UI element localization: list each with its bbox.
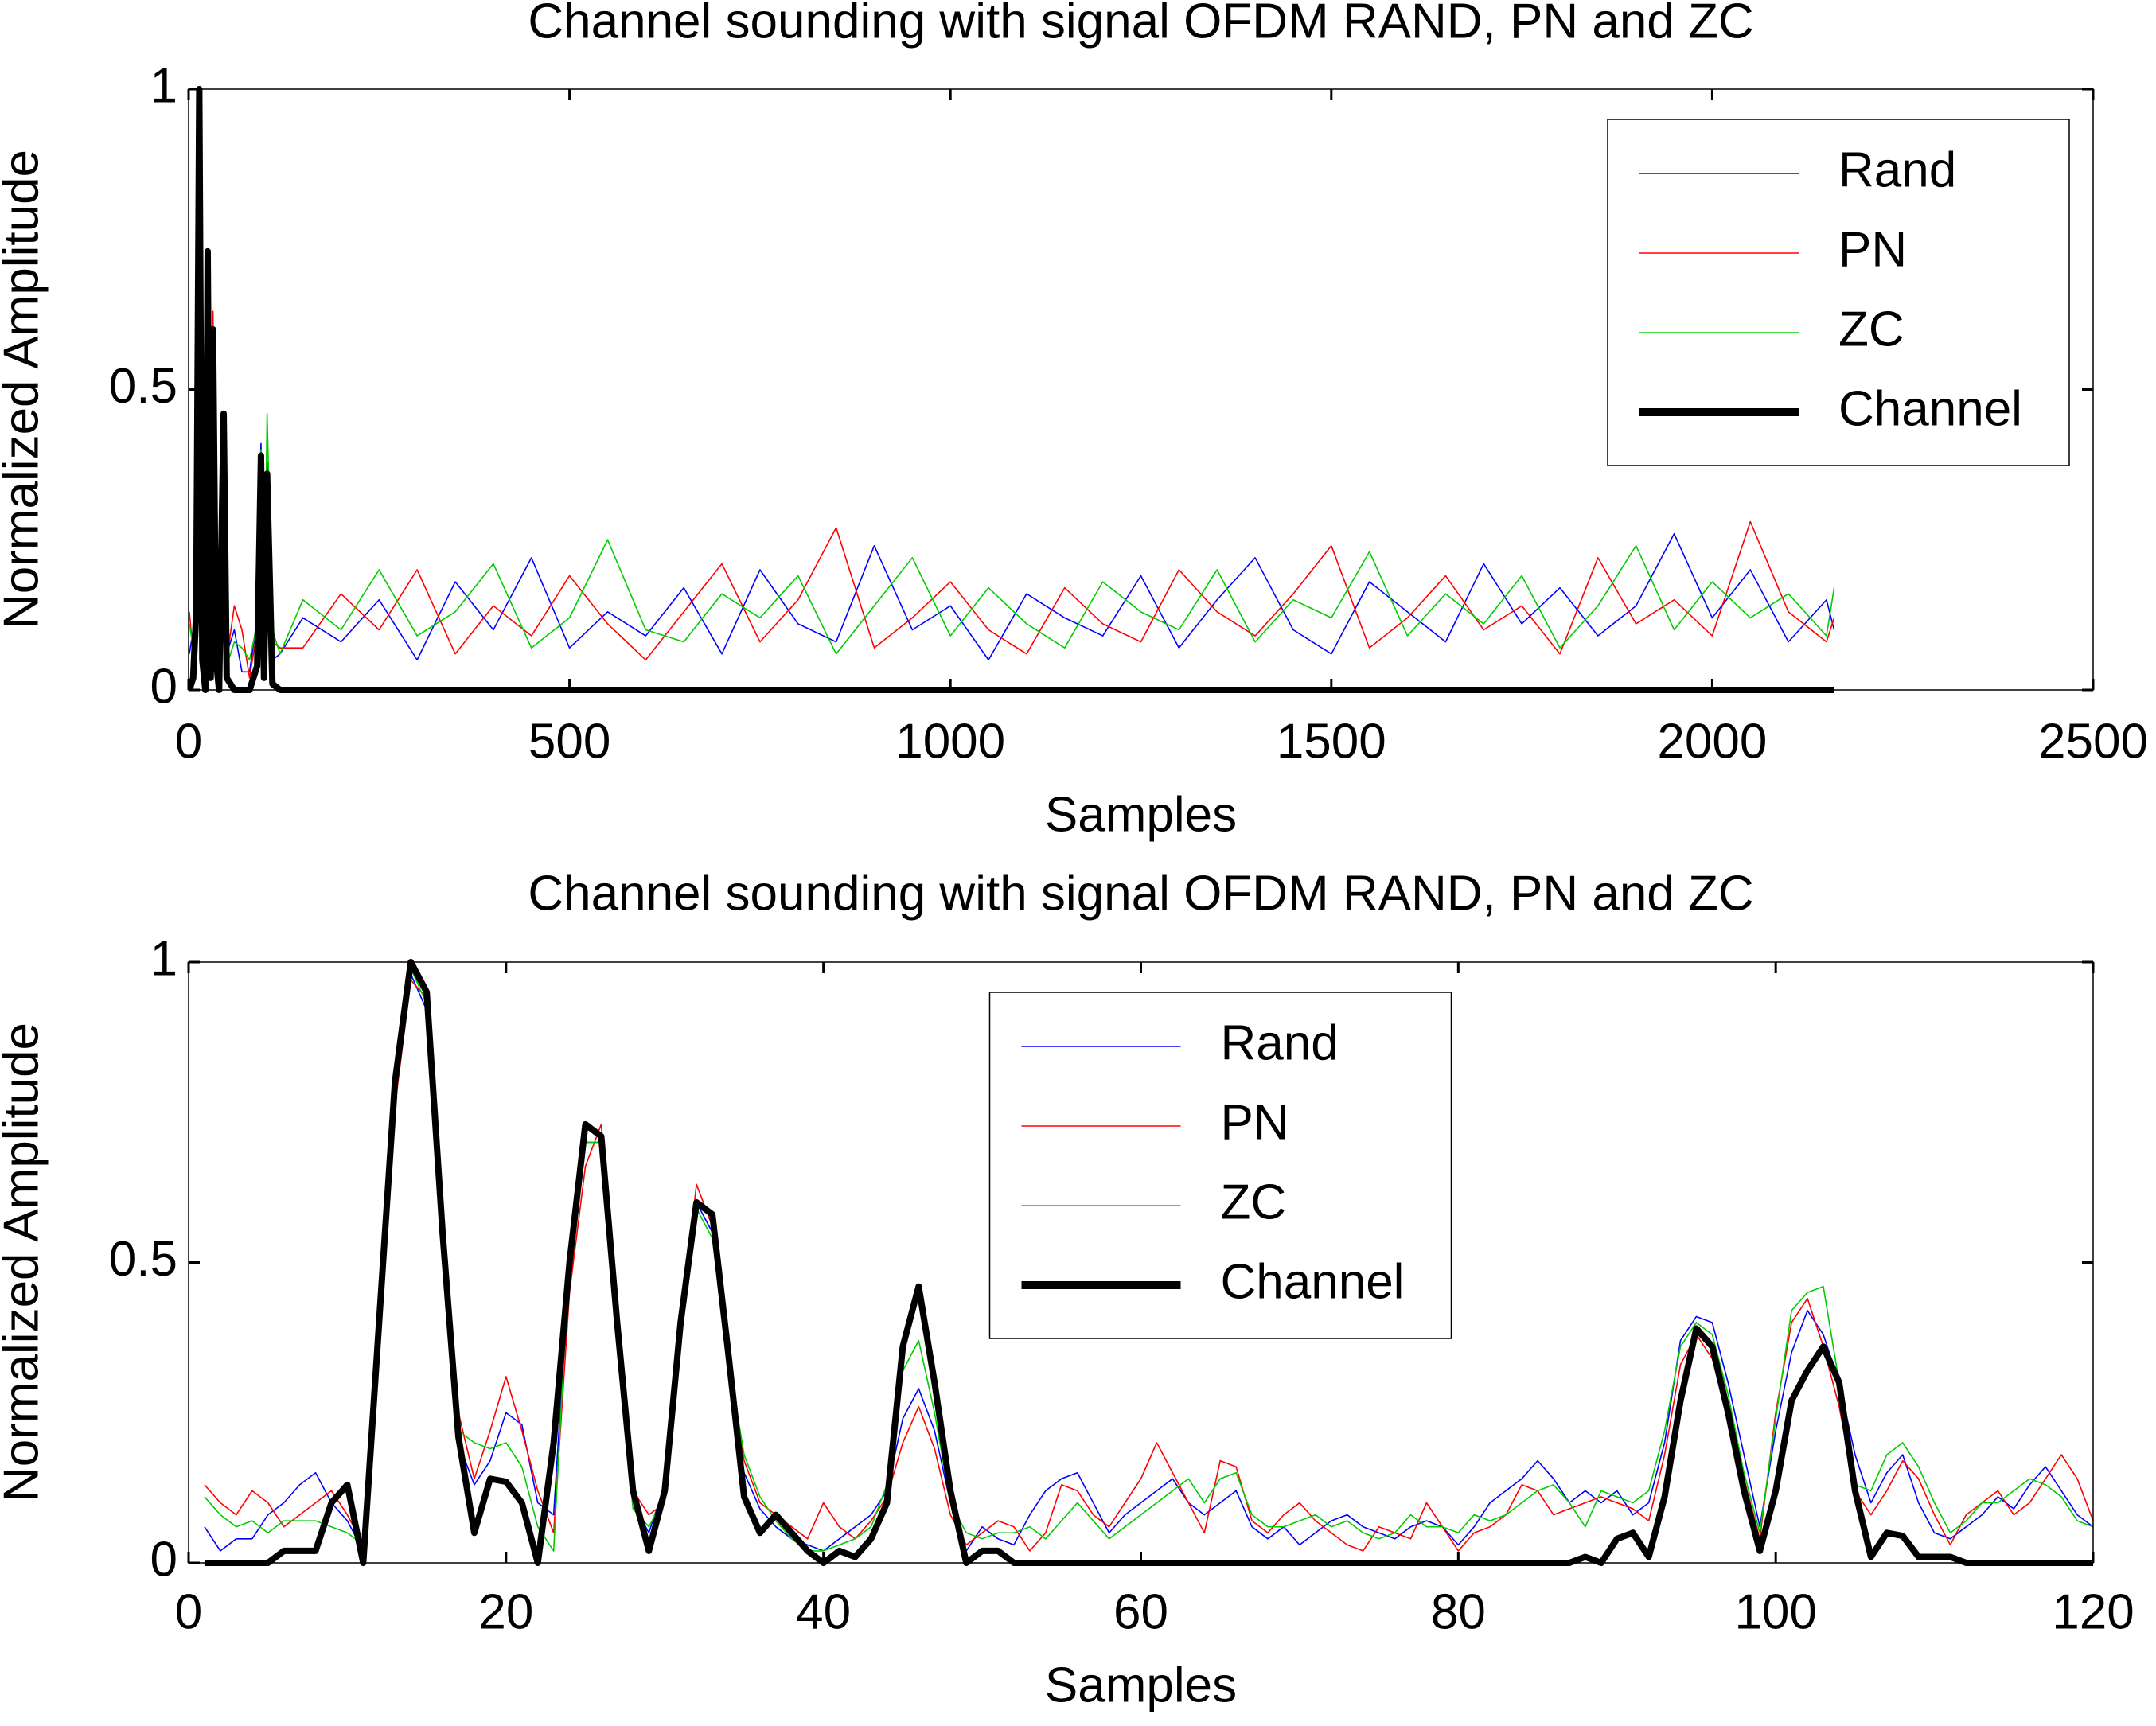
legend-label: Rand [1221,1015,1339,1070]
legend-label: Channel [1221,1254,1405,1309]
x-tick-label: 60 [1113,1584,1168,1639]
x-tick-label: 0 [175,1584,202,1639]
x-tick-label: 2500 [2038,714,2148,769]
x-axis-label: Samples [1045,787,1237,842]
y-axis-label: Normalized Amplitude [0,1023,49,1502]
x-tick-label: 1500 [1277,714,1386,769]
y-axis-label: Normalized Amplitude [0,150,49,629]
x-tick-label: 500 [528,714,610,769]
x-axis-label: Samples [1045,1658,1237,1712]
axes-frame [188,961,2094,1564]
legend-label: PN [1221,1095,1289,1150]
x-tick-label: 20 [478,1584,533,1639]
chart-title: Channel sounding with signal OFDM RAND, … [528,0,1753,49]
series-line [204,967,2093,1552]
legend-label: Channel [1838,381,2022,436]
x-tick-label: 100 [1734,1584,1816,1639]
chart-title: Channel sounding with signal OFDM RAND, … [528,866,1753,921]
y-tick-label: 0 [150,1532,177,1587]
y-tick-label: 1 [150,931,177,986]
x-tick-label: 1000 [895,714,1005,769]
legend-label: PN [1838,222,1907,277]
y-tick-label: 0.5 [109,1232,177,1287]
x-tick-label: 40 [796,1584,851,1639]
x-tick-label: 0 [175,714,202,769]
legend-label: ZC [1838,302,1905,356]
y-tick-label: 1 [150,58,177,113]
legend-label: Rand [1838,142,1956,197]
y-tick-label: 0.5 [109,359,177,414]
legend-box [1607,119,2070,466]
y-tick-label: 0 [150,659,177,714]
x-tick-label: 120 [2052,1584,2134,1639]
legend-label: ZC [1221,1175,1287,1229]
x-tick-label: 80 [1431,1584,1486,1639]
axes-frame [188,88,2094,691]
x-tick-label: 2000 [1657,714,1767,769]
legend-box [988,992,1452,1339]
